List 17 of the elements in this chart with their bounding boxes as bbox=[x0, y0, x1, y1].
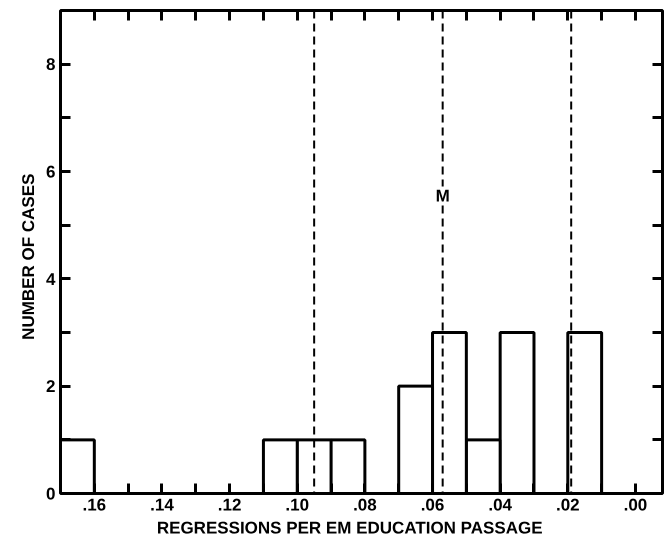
y-tick-label: 4 bbox=[46, 270, 56, 289]
x-tick-label: .16 bbox=[82, 496, 106, 514]
x-tick-label: .02 bbox=[556, 496, 580, 514]
y-tick-label: 6 bbox=[46, 162, 56, 182]
ref-line-label: M bbox=[436, 186, 450, 206]
y-tick-label: 8 bbox=[46, 55, 56, 74]
x-tick-label: .10 bbox=[285, 496, 310, 514]
x-axis-title: REGRESSIONS PER EM EDUCATION PASSAGE bbox=[156, 518, 543, 538]
y-tick-label: 2 bbox=[46, 377, 56, 396]
x-tick-label: .12 bbox=[218, 496, 242, 514]
y-tick-label: 0 bbox=[46, 484, 56, 504]
x-tick-label: .08 bbox=[353, 496, 377, 514]
y-axis-title: NUMBER OF CASES bbox=[19, 174, 38, 340]
x-tick-label: .14 bbox=[150, 496, 174, 514]
x-tick-label: .04 bbox=[488, 496, 513, 514]
x-tick-label: .00 bbox=[624, 496, 648, 514]
x-tick-label: .06 bbox=[420, 496, 444, 514]
